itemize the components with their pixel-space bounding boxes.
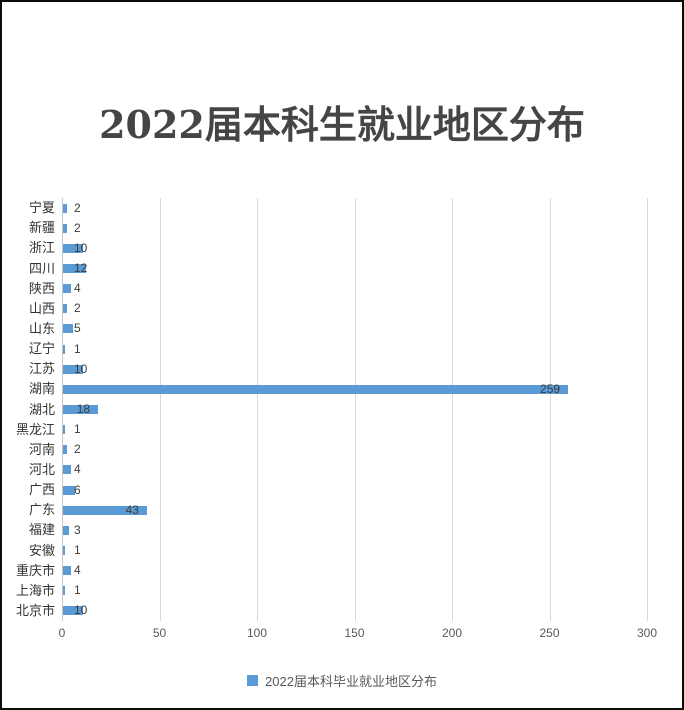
- bar-value-label: 1: [74, 543, 81, 557]
- legend-label: 2022届本科毕业就业地区分布: [265, 673, 437, 689]
- bar: [63, 485, 75, 495]
- bar: [63, 243, 83, 253]
- category-label: 宁夏: [28, 200, 55, 216]
- legend: 2022届本科毕业就业地区分布: [2, 670, 682, 690]
- bar-value-label: 4: [74, 563, 81, 578]
- category-label: 山西: [28, 300, 55, 316]
- gridline: [257, 198, 258, 621]
- category-label: 湖北: [28, 401, 55, 417]
- plot-area: 2 2 10 12 4 2 5 1 10 259 18 1 2 4 6 43 3 1 4 1 10: [62, 198, 648, 621]
- gridline: [452, 198, 453, 621]
- bar: [63, 505, 147, 515]
- x-tick-label: 300: [636, 626, 658, 640]
- category-label: 安徽: [28, 542, 55, 558]
- x-tick-label: 50: [152, 626, 167, 640]
- category-label: 新疆: [28, 220, 55, 236]
- bar: [63, 525, 69, 535]
- x-tick-label: 150: [344, 626, 365, 640]
- bar-value-label: 4: [74, 281, 81, 296]
- bar: [63, 364, 83, 374]
- x-tick-label: 0: [58, 626, 66, 640]
- bar: [63, 264, 87, 273]
- bar: [63, 566, 71, 576]
- bar: [63, 203, 67, 213]
- bar-value-label: 12: [74, 261, 88, 275]
- bar: [63, 546, 65, 555]
- bar-value-label: 2: [74, 200, 81, 215]
- category-label: 河北: [28, 461, 55, 477]
- category-label: 重庆市: [15, 562, 55, 578]
- category-label: 辽宁: [28, 341, 55, 357]
- bar-value-label: 1: [74, 341, 81, 356]
- category-label: 湖南: [28, 381, 55, 397]
- x-tick-label: 250: [539, 626, 560, 640]
- category-label: 上海市: [15, 582, 55, 598]
- bar: [63, 324, 73, 334]
- bar: [63, 223, 67, 233]
- category-label: 江苏: [28, 361, 55, 377]
- bar: [63, 284, 71, 294]
- x-tick-label: 100: [246, 626, 268, 640]
- chart-title: 2022届本科生就业地区分布: [99, 102, 585, 147]
- gridline: [549, 198, 551, 621]
- bar-value-label: 5: [74, 321, 81, 336]
- bar-value-label: 1: [74, 583, 81, 598]
- bar-value-label: 4: [74, 462, 81, 477]
- x-tick-label: 200: [441, 626, 463, 640]
- bar-value-label: 43: [125, 502, 139, 517]
- gridline: [647, 198, 648, 621]
- bar: [63, 304, 67, 314]
- bar: [63, 586, 65, 596]
- bar: [63, 405, 99, 414]
- category-label: 黑龙江: [15, 421, 55, 437]
- category-label: 四川: [28, 260, 55, 276]
- bar-value-label: 10: [74, 603, 88, 618]
- category-label: 浙江: [28, 240, 55, 256]
- bar: [63, 425, 65, 435]
- bar-value-label: 2: [74, 220, 81, 235]
- bar: [63, 465, 71, 475]
- bar: [63, 384, 569, 394]
- bar-value-label: 10: [74, 240, 88, 255]
- gridline: [354, 198, 356, 621]
- bar-value-label: 10: [74, 361, 88, 376]
- category-label: 福建: [28, 522, 55, 538]
- category-label: 北京市: [15, 602, 55, 618]
- bar-value-label: 2: [74, 442, 81, 457]
- bar-value-label: 6: [74, 482, 81, 497]
- legend-swatch-icon: [247, 674, 259, 686]
- bar-value-label: 1: [74, 422, 81, 437]
- category-label: 广东: [28, 502, 55, 518]
- bar-value-label: 259: [540, 381, 561, 396]
- bar-value-label: 18: [76, 402, 91, 416]
- category-axis: 宁夏新疆浙江四川陕西山西山东辽宁江苏湖南湖北黑龙江河南河北广西广东福建安徽重庆市…: [2, 198, 55, 621]
- bar: [63, 445, 67, 455]
- gridline: [159, 198, 161, 621]
- category-label: 陕西: [28, 280, 55, 296]
- bar-value-label: 2: [74, 301, 81, 316]
- axis-line: [62, 198, 63, 621]
- category-label: 广西: [28, 482, 55, 498]
- bar: [63, 344, 65, 354]
- value-axis: 0 50 100 150 200 250 300: [59, 625, 657, 641]
- bar-value-label: 3: [74, 522, 81, 537]
- bar: [63, 606, 83, 616]
- category-label: 山东: [28, 320, 55, 336]
- category-label: 河南: [28, 441, 55, 457]
